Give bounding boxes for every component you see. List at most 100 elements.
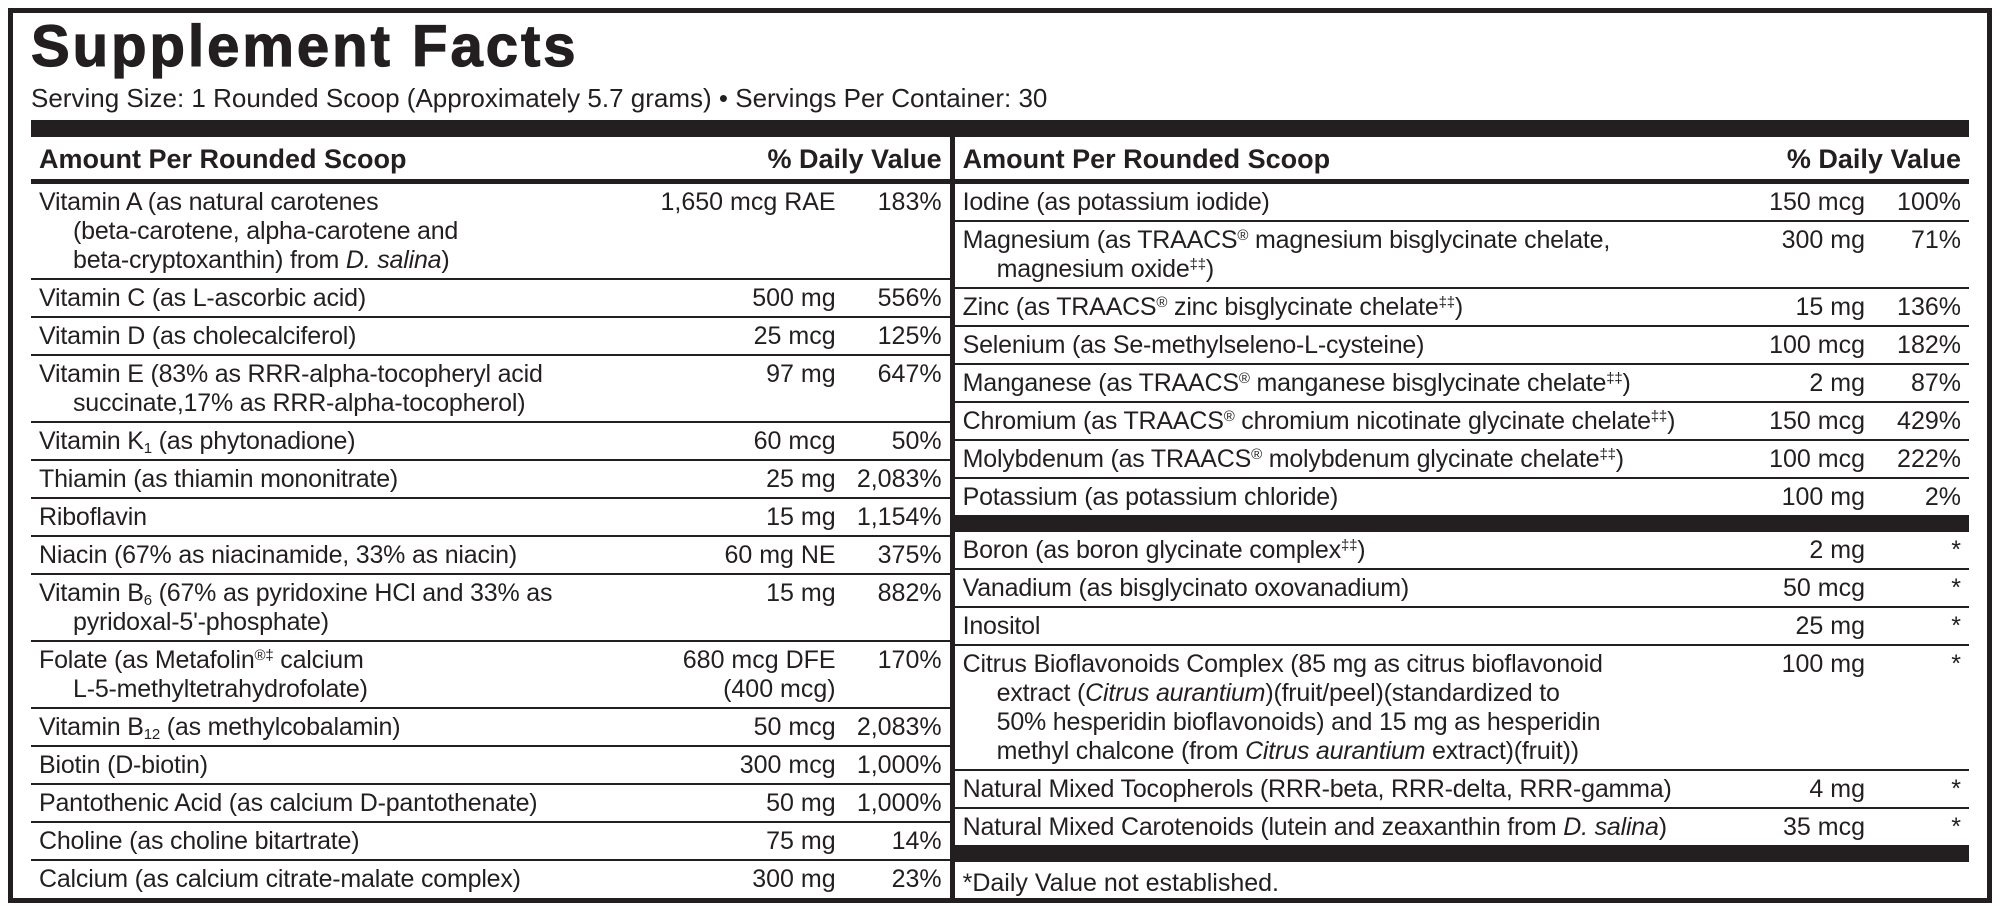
nutrient-name: Manganese (as TRAACS® manganese bisglyci… [962,368,1631,397]
nutrient-amount: 25 mg [766,464,836,493]
nutrient-row: Vitamin E (83% as RRR-alpha-tocopheryl a… [31,356,950,423]
nutrient-name: Vanadium (as bisglycinato oxovanadium) [962,573,1410,602]
section-divider [954,846,1969,862]
nutrient-daily-value: 125% [877,321,942,350]
nutrient-daily-value: 136% [1897,292,1961,321]
nutrient-amount: 150 mcg [1769,187,1865,216]
nutrient-amount: 50 mcg [753,712,836,741]
nutrient-name: Niacin (67% as niacinamide, 33% as niaci… [39,540,517,569]
column-divider [949,136,955,898]
nutrient-amount: 300 mcg [739,750,836,779]
nutrient-row: Zinc (as TRAACS® zinc bisglycinate chela… [954,289,1969,327]
nutrient-row: Vanadium (as bisglycinato oxovanadium) 50… [954,570,1969,608]
nutrient-daily-value: 71% [1910,225,1961,254]
nutrient-name: Pantothenic Acid (as calcium D-pantothen… [39,788,538,817]
nutrient-amount: 60 mg NE [724,540,836,569]
facts-body: Amount Per Rounded Scoop % Daily Value V… [31,119,1969,898]
nutrient-name: Vitamin C (as L-ascorbic acid) [39,283,366,312]
nutrient-name: Vitamin A (as natural carotenes (beta-ca… [39,187,459,274]
nutrient-row: Biotin (D-biotin) 300 mcg 1,000% [31,747,950,785]
nutrient-row: Choline (as choline bitartrate) 75 mg 14% [31,823,950,861]
nutrient-daily-value: 1,000% [856,750,942,779]
nutrient-name: Inositol [962,611,1041,640]
nutrient-daily-value: * [1951,573,1961,602]
nutrient-amount: 300 mg [752,864,836,893]
column-right-header: Amount Per Rounded Scoop % Daily Value [954,137,1969,184]
amount-per-scoop-label: Amount Per Rounded Scoop [962,143,1331,174]
nutrient-name: Citrus Bioflavonoids Complex (85 mg as c… [962,649,1603,765]
nutrient-name: Folate (as Metafolin®‡ calcium L-5-methy… [39,645,368,703]
nutrient-daily-value: 50% [891,426,942,455]
nutrient-amount: 2 mg [1809,535,1865,564]
nutrient-amount: 100 mcg [1769,444,1865,473]
nutrient-name: Chromium (as TRAACS® chromium nicotinate… [962,406,1676,435]
panel-header: Supplement Facts Serving Size: 1 Rounded… [13,13,1987,120]
nutrient-daily-value: * [1951,812,1961,841]
nutrient-row: Thiamin (as thiamin mononitrate) 25 mg 2,0… [31,461,950,499]
nutrient-amount: 2 mg [1809,368,1865,397]
nutrient-daily-value: 2% [1924,482,1961,511]
column-left: Amount Per Rounded Scoop % Daily Value V… [31,137,950,898]
nutrient-daily-value: * [1951,774,1961,803]
nutrient-daily-value: 882% [877,578,942,607]
nutrient-name: Vitamin K1 (as phytonadione) [39,426,356,457]
nutrient-name: Vitamin E (83% as RRR-alpha-tocopheryl a… [39,359,543,417]
nutrient-name: Calcium (as calcium citrate-malate compl… [39,864,521,893]
nutrient-daily-value: * [1951,535,1961,564]
nutrient-name: Thiamin (as thiamin mononitrate) [39,464,399,493]
nutrient-amount: 15 mg [766,502,836,531]
nutrient-name: Choline (as choline bitartrate) [39,826,360,855]
nutrient-row: Natural Mixed Tocopherols (RRR-beta, RRR… [954,771,1969,809]
nutrient-row: Citrus Bioflavonoids Complex (85 mg as c… [954,646,1969,771]
nutrient-daily-value: 647% [877,359,942,388]
nutrient-row: Inositol 25 mg * [954,608,1969,646]
nutrient-amount: 97 mg [766,359,836,388]
nutrient-row: Vitamin C (as L-ascorbic acid) 500 mg 556% [31,280,950,318]
amount-per-scoop-label: Amount Per Rounded Scoop [39,143,407,174]
supplement-facts-panel: Supplement Facts Serving Size: 1 Rounded… [8,8,1992,903]
nutrient-amount: 100 mg [1781,649,1865,678]
nutrient-name: Molybdenum (as TRAACS® molybdenum glycin… [962,444,1624,473]
nutrient-name: Riboflavin [39,502,147,531]
nutrient-name: Vitamin B12 (as methylcobalamin) [39,712,401,743]
nutrient-amount: 150 mcg [1769,406,1865,435]
nutrient-name: Magnesium (as TRAACS® magnesium bisglyci… [962,225,1611,283]
column-left-header: Amount Per Rounded Scoop % Daily Value [31,137,950,184]
nutrient-name: Vitamin B6 (67% as pyridoxine HCl and 33… [39,578,553,636]
nutrient-daily-value: 182% [1897,330,1961,359]
nutrient-daily-value: 87% [1910,368,1961,397]
nutrient-name: Boron (as boron glycinate complex‡‡) [962,535,1366,564]
nutrient-name: Potassium (as potassium chloride) [962,482,1339,511]
nutrient-row: Magnesium (as TRAACS® magnesium bisglyci… [954,222,1969,289]
nutrient-name: Zinc (as TRAACS® zinc bisglycinate chela… [962,292,1464,321]
serving-info: Serving Size: 1 Rounded Scoop (Approxima… [31,82,1048,113]
nutrient-name: Selenium (as Se-methylseleno-L-cysteine) [962,330,1425,359]
nutrient-name: Natural Mixed Tocopherols (RRR-beta, RRR… [962,774,1672,803]
nutrient-amount: 1,650 mcg RAE [660,187,836,216]
nutrient-rows-right: Iodine (as potassium iodide) 150 mcg 100% M… [954,184,1969,898]
nutrient-daily-value: 183% [877,187,942,216]
daily-value-label: % Daily Value [1786,143,1961,174]
nutrient-daily-value: * [1951,649,1961,678]
nutrient-daily-value: 2,083% [856,712,942,741]
nutrient-row: Boron (as boron glycinate complex‡‡) 2 mg… [954,532,1969,570]
nutrient-daily-value: 2,083% [856,464,942,493]
nutrient-amount: 60 mcg [753,426,836,455]
column-right: Amount Per Rounded Scoop % Daily Value I… [954,137,1969,898]
nutrient-row: Manganese (as TRAACS® manganese bisglyci… [954,365,1969,403]
nutrient-daily-value: 429% [1897,406,1961,435]
nutrient-row: Potassium (as potassium chloride) 100 mg 2… [954,479,1969,517]
nutrient-daily-value: 14% [891,826,942,855]
nutrient-daily-value: 1,000% [856,788,942,817]
nutrient-amount: 100 mg [1781,482,1865,511]
nutrient-daily-value: 100% [1897,187,1961,216]
nutrient-row: Vitamin K1 (as phytonadione) 60 mcg 50% [31,423,950,461]
nutrient-row: Selenium (as Se-methylseleno-L-cysteine)… [954,327,1969,365]
nutrient-row: Riboflavin 15 mg 1,154% [31,499,950,537]
nutrient-amount: 75 mg [766,826,836,855]
nutrient-amount: 50 mg [766,788,836,817]
nutrient-daily-value: * [1951,611,1961,640]
nutrient-name: Biotin (D-biotin) [39,750,208,779]
nutrient-row: Chromium (as TRAACS® chromium nicotinate… [954,403,1969,441]
nutrient-row: Molybdenum (as TRAACS® molybdenum glycin… [954,441,1969,479]
